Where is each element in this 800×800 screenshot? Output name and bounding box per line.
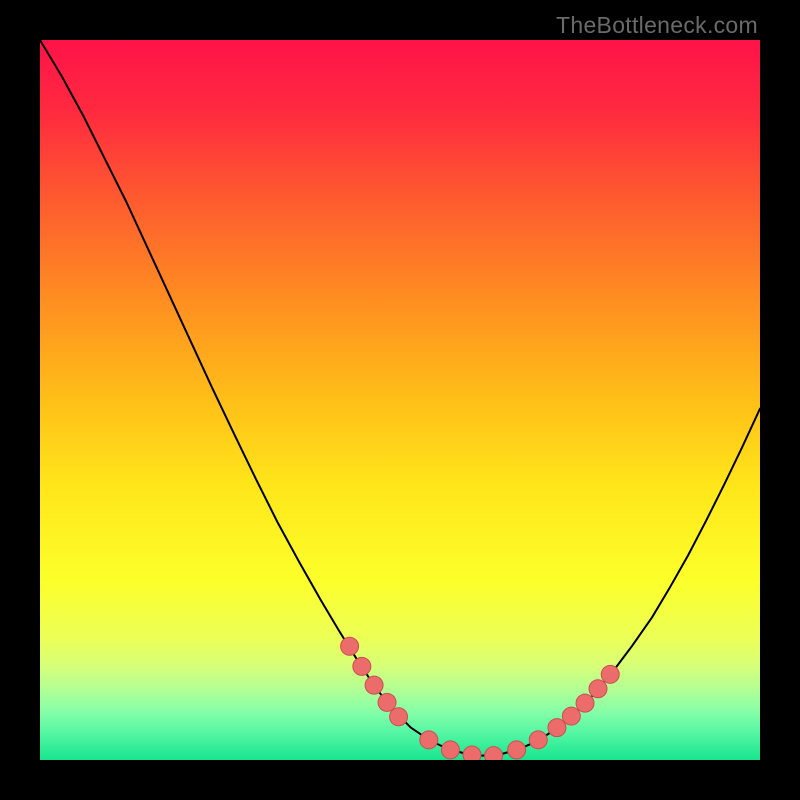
- marker-dot: [463, 746, 481, 760]
- marker-dot: [529, 731, 547, 749]
- markers-group: [341, 637, 620, 760]
- bottleneck-curve: [40, 40, 760, 756]
- chart-container: TheBottleneck.com: [0, 0, 800, 800]
- marker-dot: [378, 693, 396, 711]
- marker-dot: [508, 741, 526, 759]
- marker-dot: [390, 708, 408, 726]
- curve-layer: [40, 40, 760, 760]
- marker-dot: [441, 741, 459, 759]
- marker-dot: [420, 731, 438, 749]
- marker-dot: [576, 694, 594, 712]
- marker-dot: [365, 676, 383, 694]
- marker-dot: [341, 637, 359, 655]
- marker-dot: [562, 707, 580, 725]
- marker-dot: [601, 665, 619, 683]
- marker-dot: [353, 657, 371, 675]
- plot-area: [40, 40, 760, 760]
- watermark-text: TheBottleneck.com: [556, 12, 758, 39]
- marker-dot: [548, 719, 566, 737]
- marker-dot: [485, 747, 503, 760]
- marker-dot: [589, 680, 607, 698]
